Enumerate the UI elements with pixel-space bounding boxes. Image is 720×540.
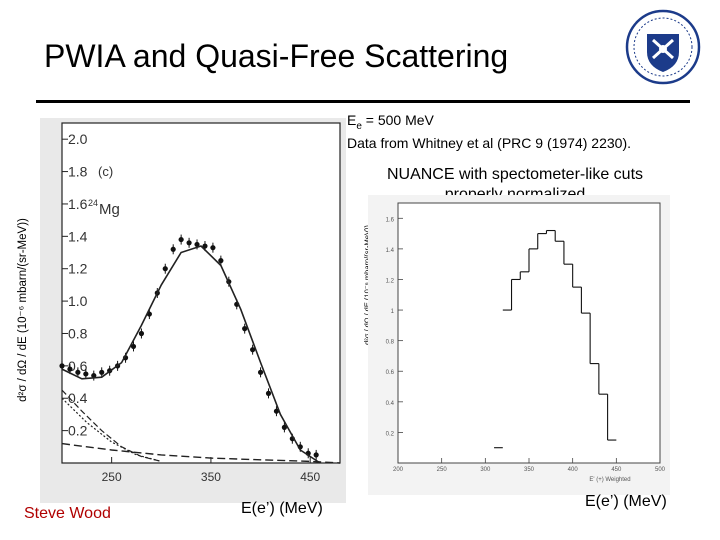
y-tick-label: 0.6 [386, 370, 395, 376]
panel-label: (c) [98, 164, 113, 179]
curve-total [61, 245, 321, 464]
data-point [313, 452, 319, 458]
y-tick-label: 1.0 [68, 293, 88, 309]
data-point [250, 347, 256, 353]
curve-component-3 [61, 442, 341, 464]
energy-subscript: e [356, 120, 362, 132]
data-point [265, 390, 272, 396]
right-histogram-chart: 1.6 1.4 1.2 1 0.8 0.6 0.4 0.2 200 250 300 350 400 450… [368, 195, 670, 495]
y-tick-label: 0.4 [386, 401, 395, 407]
university-seal-logo [625, 8, 701, 86]
x-tick-label: 350 [201, 470, 221, 484]
y-tick-label: 1.2 [68, 261, 88, 277]
y-tick-label: 0.4 [68, 390, 88, 406]
isotope-mass: 24 [88, 198, 98, 208]
y-tick-label: 2.0 [68, 131, 88, 147]
data-point [91, 372, 97, 379]
y-tick-label: 0.8 [68, 325, 88, 341]
data-point [242, 326, 248, 332]
data-point [186, 240, 192, 246]
data-point [162, 266, 168, 272]
y-tick-label: 0.6 [68, 358, 88, 374]
plot-frame [397, 202, 661, 464]
data-point [194, 241, 200, 248]
y-tick-label: 1.6 [68, 196, 88, 212]
data-point [99, 369, 105, 375]
isotope-symbol: Mg [99, 201, 120, 218]
page-title: PWIA and Quasi-Free Scattering [44, 38, 509, 74]
x-tick-label: 200 [393, 467, 404, 473]
experiment-note: Ee = 500 MeV Data from Whitney et al (PR… [347, 112, 631, 151]
energy-value: = 500 MeV [361, 112, 434, 128]
y-tick-label: 1.2 [386, 278, 395, 284]
energy-label: E [347, 112, 357, 128]
data-point [138, 330, 145, 337]
data-point [202, 243, 208, 249]
x-tick-label: 450 [611, 467, 622, 473]
x-tick-label: 300 [480, 467, 491, 473]
y-tick-label: 1 [391, 309, 395, 315]
x-tick-label: 350 [524, 467, 535, 473]
data-point [83, 371, 89, 377]
y-tick-label: 1.4 [386, 248, 395, 254]
x-axis-title: E' (+) Weighted [589, 477, 630, 483]
title-divider [36, 100, 690, 103]
author-name: Steve Wood [24, 505, 111, 522]
data-point [218, 258, 224, 264]
data-point [178, 236, 184, 243]
x-tick-label: 400 [568, 467, 579, 473]
data-point [170, 246, 176, 252]
x-tick-label: 450 [300, 470, 320, 484]
y-tick-label: 1.8 [68, 164, 88, 180]
y-tick-label: 0.2 [68, 423, 88, 439]
data-point [273, 408, 280, 414]
right-x-axis-label: E(e’) (MeV) [585, 493, 667, 510]
data-point [67, 366, 73, 372]
y-tick-label: 0.2 [386, 431, 395, 437]
y-tick-label: 0.8 [386, 340, 395, 346]
data-point [59, 363, 65, 369]
left-scatter-chart: 2.0 1.8 1.6 1.4 1.2 1.0 0.8 0.6 0.4 0.2 250 350 450 (… [40, 118, 346, 503]
x-tick-label: 500 [655, 467, 666, 473]
data-point [130, 343, 137, 350]
y-tick-label: 1.4 [68, 228, 88, 244]
data-point [257, 369, 264, 375]
left-x-axis-label: E(e’) (MeV) [241, 500, 323, 517]
y-tick-label: 1.6 [386, 217, 395, 223]
data-source-text: Data from Whitney et al (PRC 9 (1974) 22… [347, 134, 632, 151]
x-tick-label: 250 [437, 467, 448, 473]
data-point [281, 424, 287, 430]
plot-frame [61, 122, 341, 464]
data-point [210, 245, 216, 251]
data-point [75, 369, 81, 375]
x-tick-label: 250 [102, 470, 122, 484]
